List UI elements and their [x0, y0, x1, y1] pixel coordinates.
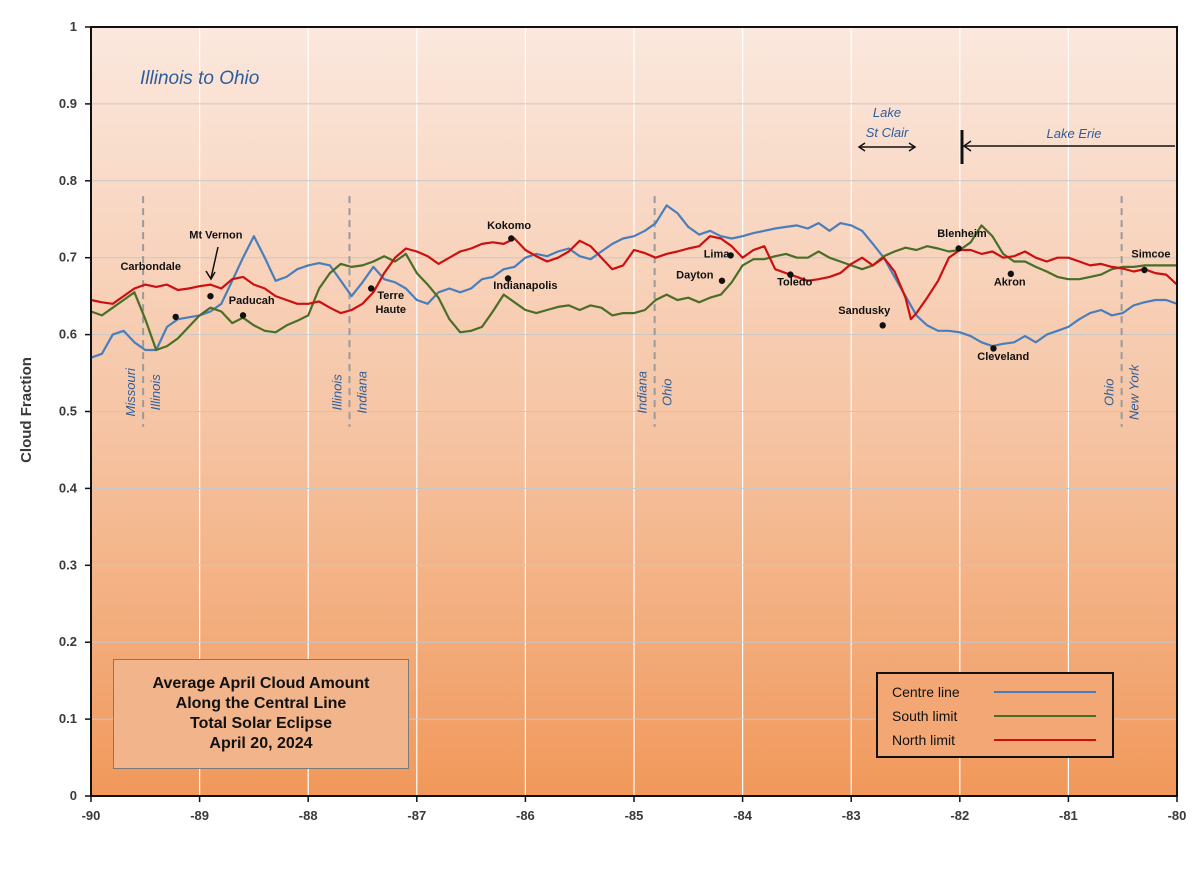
city-marker-paducah — [239, 312, 247, 319]
y-tick-label: 0.7 — [59, 250, 77, 265]
y-tick-label: 0.5 — [59, 404, 77, 419]
lake-st-clair-arrow — [857, 142, 917, 152]
y-tick-label: 0.3 — [59, 557, 77, 572]
city-label-carbondale: Carbondale — [120, 261, 181, 273]
city-label-paducah: Paducah — [229, 295, 275, 307]
city-marker-kokomo — [508, 235, 515, 242]
y-axis-ticks: 0 0.1 0.2 0.3 0.4 0.5 0.6 0.7 0.8 0.9 1 — [59, 19, 91, 803]
note-line-3: Total Solar Eclipse — [190, 715, 332, 732]
legend-item-south-limit: South limit — [892, 704, 1112, 728]
border-label-indiana: Indiana — [635, 371, 650, 414]
border-label-missouri: Missouri — [123, 367, 138, 417]
y-tick-label: 0.8 — [59, 173, 77, 188]
state-borders: Missouri Illinois Illinois Indiana Indiana Oh… — [123, 196, 1142, 427]
border-label-indiana: Indiana — [354, 371, 369, 414]
city-label-toledo: Toledo — [777, 276, 813, 288]
series-lines — [90, 204, 1178, 359]
city-label-akron: Akron — [994, 276, 1026, 288]
series-line-south-limit — [90, 224, 1177, 352]
city-label-cleveland: Cleveland — [977, 351, 1029, 363]
x-tick-label: -90 — [82, 808, 101, 823]
lake-st-clair-label-line2: St Clair — [866, 125, 909, 140]
note-line-2: Along the Central Line — [175, 695, 347, 712]
chart-subtitle: Illinois to Ohio — [140, 68, 259, 89]
x-tick-label: -89 — [190, 808, 209, 823]
city-label-dayton: Dayton — [676, 269, 714, 281]
chart-note-box: Average April Cloud Amount Along the Cen… — [113, 659, 409, 769]
y-tick-label: 0.9 — [59, 96, 77, 111]
y-tick-label: 0.4 — [59, 480, 78, 495]
city-markers: Carbondale Mt Vernon Paducah Terre Haute Koko… — [120, 220, 1170, 363]
y-tick-label: 0.1 — [59, 711, 77, 726]
city-marker-terre — [367, 285, 375, 292]
city-label-haute: Haute — [375, 304, 406, 316]
border-label-illinois: Illinois — [329, 374, 344, 411]
y-tick-label: 1 — [70, 19, 77, 34]
legend-swatch — [994, 739, 1096, 741]
x-tick-label: -88 — [299, 808, 318, 823]
city-marker-mt-vernon — [207, 292, 214, 300]
x-tick-label: -84 — [733, 808, 753, 823]
city-label-mt-vernon: Mt Vernon — [189, 229, 242, 241]
lake-erie-arrow — [960, 130, 1175, 164]
x-tick-label: -82 — [950, 808, 969, 823]
y-tick-label: 0.6 — [59, 327, 77, 342]
y-axis-label: Cloud Fraction — [18, 357, 35, 463]
legend-label: North limit — [892, 732, 956, 748]
series-line-centre-line — [90, 204, 1178, 359]
city-label-simcoe: Simcoe — [1131, 249, 1170, 261]
city-marker-toledo — [787, 271, 794, 278]
x-tick-label: -80 — [1168, 808, 1187, 823]
legend-item-centre-line: Centre line — [892, 680, 1112, 704]
x-tick-label: -83 — [842, 808, 861, 823]
border-label-new-york: New York — [1127, 363, 1142, 420]
legend-swatch — [994, 691, 1096, 693]
series-line-north-limit — [90, 235, 1178, 321]
city-marker-blenheim — [955, 245, 962, 252]
border-label-illinois: Illinois — [148, 374, 163, 411]
city-marker-lima — [727, 252, 734, 259]
city-marker-carbondale — [172, 313, 179, 321]
x-tick-label: -86 — [516, 808, 535, 823]
city-marker-simcoe — [1141, 266, 1148, 274]
border-label-ohio: Ohio — [660, 379, 675, 406]
legend-label: South limit — [892, 708, 958, 724]
x-axis-ticks: -90 -89 -88 -87 -86 -85 -84 -83 -82 -81 -80 — [82, 796, 1187, 823]
legend-label: Centre line — [892, 684, 960, 700]
lake-erie-label: Lake Erie — [1047, 126, 1102, 141]
x-tick-label: -81 — [1059, 808, 1078, 823]
city-marker-akron — [1007, 270, 1015, 278]
lake-st-clair-label-line1: Lake — [873, 105, 901, 120]
note-line-4: April 20, 2024 — [209, 735, 313, 752]
city-label-blenheim: Blenheim — [937, 228, 987, 240]
y-tick-label: 0 — [70, 788, 77, 803]
x-tick-label: -85 — [625, 808, 644, 823]
x-tick-label: -87 — [407, 808, 426, 823]
legend-item-north-limit: North limit — [892, 728, 1112, 752]
border-label-ohio: Ohio — [1102, 379, 1117, 406]
city-marker-dayton — [718, 277, 726, 284]
city-label-sandusky: Sandusky — [838, 305, 891, 317]
legend-swatch — [994, 715, 1096, 717]
y-tick-label: 0.2 — [59, 634, 77, 649]
city-marker-indianapolis — [504, 275, 512, 282]
chart-legend: Centre line South limit North limit — [876, 672, 1114, 758]
mt-vernon-arrow — [205, 246, 219, 281]
city-marker-sandusky — [879, 322, 886, 329]
city-label-lima: Lima — [704, 249, 731, 261]
city-label-kokomo: Kokomo — [487, 220, 531, 232]
note-line-1: Average April Cloud Amount — [152, 675, 370, 692]
city-marker-cleveland — [990, 345, 997, 352]
city-label-terre: Terre — [377, 290, 404, 302]
city-label-indianapolis: Indianapolis — [493, 280, 557, 292]
